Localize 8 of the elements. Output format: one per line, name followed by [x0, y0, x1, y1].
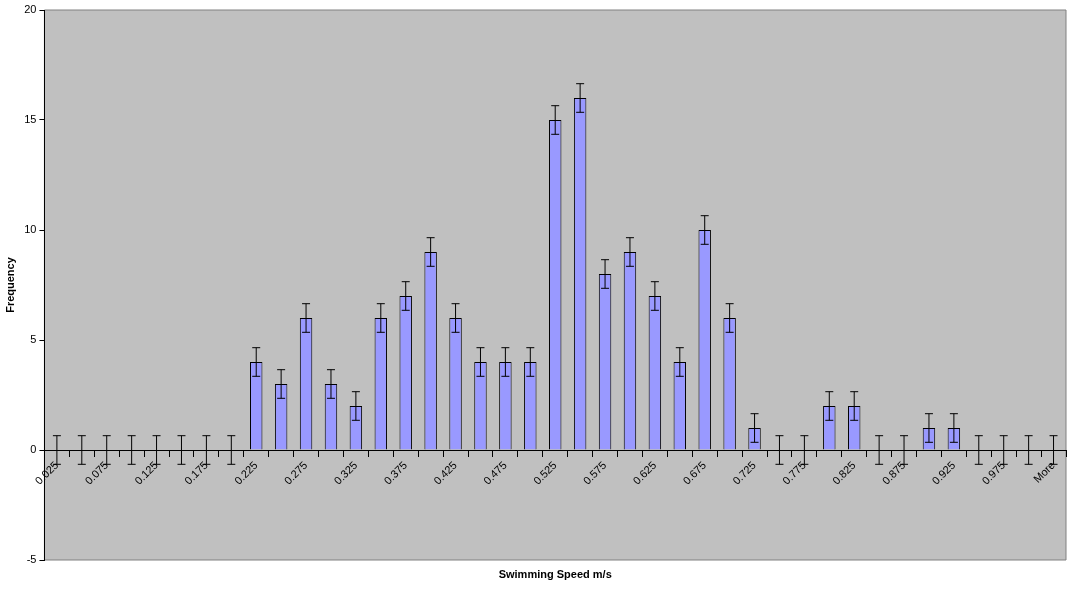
y-axis-title: Frequency — [3, 256, 16, 313]
y-tick-label: 15 — [24, 113, 37, 126]
y-tick-label: 5 — [30, 333, 37, 346]
y-tick-label: 0 — [30, 443, 37, 456]
y-tick-label: -5 — [26, 553, 37, 566]
x-axis-title: Swimming Speed m/s — [498, 568, 612, 580]
y-tick-label: 10 — [24, 223, 37, 236]
y-tick-label: 20 — [24, 3, 37, 16]
